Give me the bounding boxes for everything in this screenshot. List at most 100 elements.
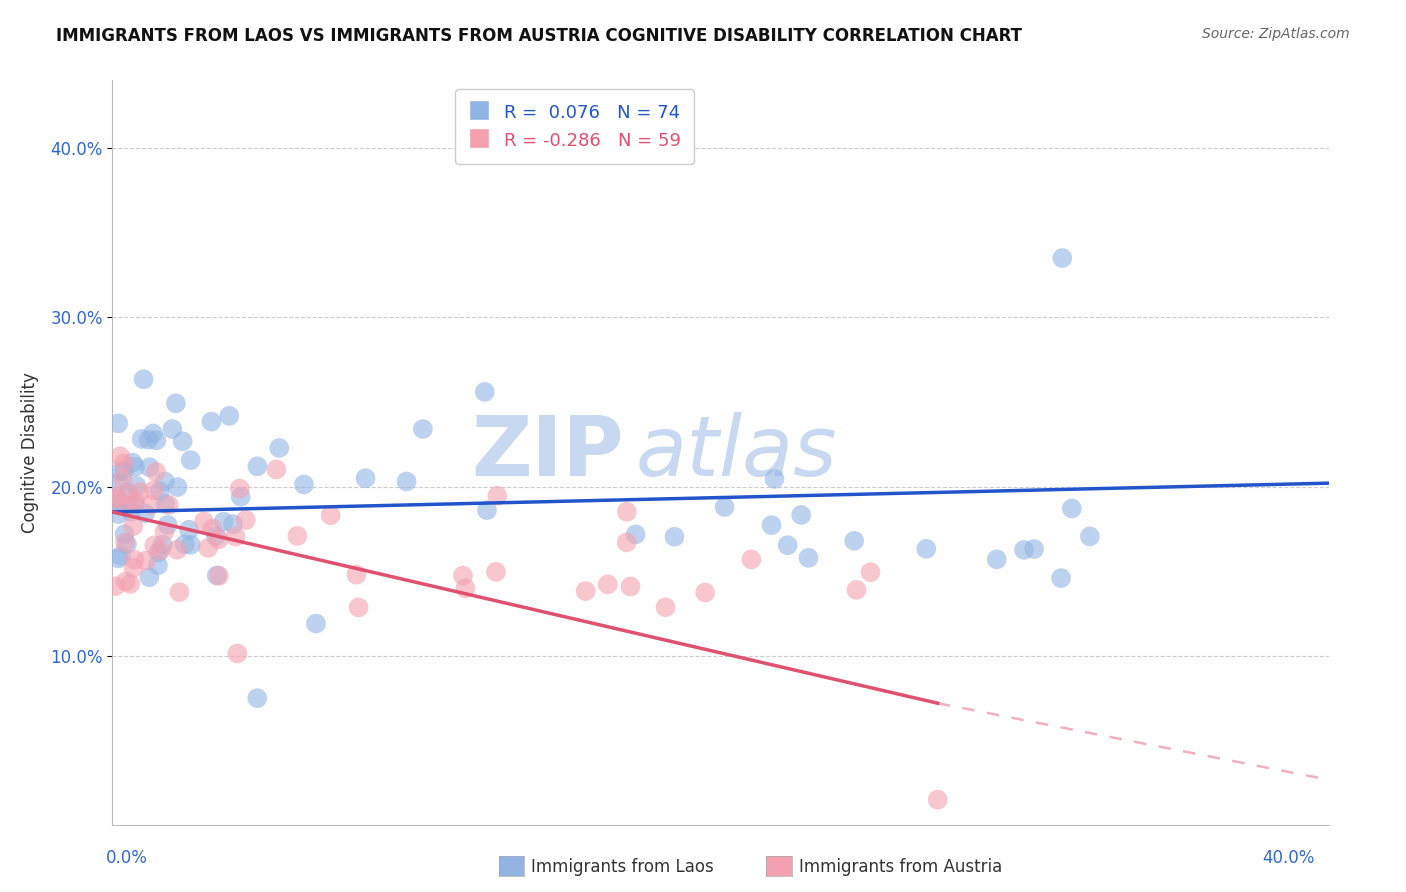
Point: [166, 480, 188, 494]
Point: [1052, 251, 1074, 265]
Point: [112, 456, 135, 470]
Point: [155, 497, 177, 511]
Point: [285, 529, 308, 543]
Text: 40.0%: 40.0%: [1263, 848, 1315, 866]
Point: [619, 579, 641, 593]
Point: [776, 538, 799, 552]
Point: [107, 417, 129, 431]
Point: [124, 497, 146, 511]
Point: [797, 550, 820, 565]
Point: [319, 508, 342, 523]
Point: [208, 568, 231, 582]
Point: [118, 499, 141, 513]
Point: [664, 530, 686, 544]
Point: [761, 518, 783, 533]
Point: [124, 493, 146, 508]
Point: [616, 505, 638, 519]
Text: IMMIGRANTS FROM LAOS VS IMMIGRANTS FROM AUSTRIA COGNITIVE DISABILITY CORRELATION: IMMIGRANTS FROM LAOS VS IMMIGRANTS FROM …: [56, 27, 1022, 45]
Point: [180, 538, 202, 552]
Point: [740, 552, 762, 566]
Point: [152, 538, 174, 552]
Point: [172, 434, 194, 449]
Point: [269, 441, 291, 455]
Point: [486, 489, 509, 503]
Point: [395, 475, 418, 489]
Point: [131, 432, 153, 446]
Point: [859, 565, 882, 579]
Point: [292, 477, 315, 491]
Point: [347, 600, 370, 615]
Point: [205, 529, 228, 543]
Point: [114, 527, 136, 541]
Point: [124, 459, 146, 474]
Point: [146, 558, 169, 573]
Point: [654, 600, 676, 615]
Point: [1060, 501, 1083, 516]
Point: [156, 518, 179, 533]
Point: [138, 433, 160, 447]
Point: [229, 490, 252, 504]
Point: [122, 519, 145, 533]
Point: [135, 553, 157, 567]
Point: [763, 472, 786, 486]
Point: [197, 541, 219, 555]
Point: [226, 647, 249, 661]
Point: [117, 485, 139, 500]
Point: [845, 582, 868, 597]
Point: [596, 577, 619, 591]
Point: [105, 490, 128, 504]
Point: [165, 396, 187, 410]
Point: [1078, 529, 1101, 543]
Point: [128, 484, 150, 499]
Point: [107, 497, 129, 511]
Point: [104, 491, 127, 506]
Point: [139, 498, 162, 512]
Point: [193, 515, 215, 529]
Text: Immigrants from Austria: Immigrants from Austria: [799, 858, 1002, 876]
Point: [246, 691, 269, 706]
Point: [122, 561, 145, 575]
Point: [454, 582, 477, 596]
Point: [138, 460, 160, 475]
Point: [112, 464, 135, 478]
Point: [222, 517, 245, 532]
Point: [713, 500, 735, 514]
Point: [138, 570, 160, 584]
Point: [117, 487, 139, 501]
Point: [104, 579, 127, 593]
Point: [218, 409, 240, 423]
Text: Source: ZipAtlas.com: Source: ZipAtlas.com: [1202, 27, 1350, 41]
Point: [153, 524, 176, 539]
Point: [624, 527, 647, 541]
Point: [124, 552, 146, 566]
Point: [266, 462, 288, 476]
Point: [200, 415, 222, 429]
Point: [142, 426, 165, 441]
Point: [110, 465, 132, 479]
Point: [790, 508, 813, 522]
Point: [145, 465, 167, 479]
Point: [485, 565, 508, 579]
Point: [1022, 541, 1045, 556]
Point: [134, 506, 156, 520]
Text: 0.0%: 0.0%: [105, 848, 148, 866]
Point: [986, 552, 1008, 566]
Point: [180, 453, 202, 467]
Point: [346, 567, 368, 582]
Point: [153, 475, 176, 489]
Point: [212, 515, 235, 529]
Point: [844, 533, 866, 548]
Point: [120, 505, 142, 519]
Point: [115, 537, 138, 551]
Point: [111, 472, 134, 486]
Point: [225, 530, 247, 544]
Point: [169, 585, 191, 599]
Point: [177, 523, 200, 537]
Point: [235, 513, 257, 527]
Point: [354, 471, 377, 485]
Point: [114, 574, 136, 589]
Point: [107, 551, 129, 566]
Point: [142, 483, 165, 498]
Point: [107, 493, 129, 508]
Point: [110, 549, 132, 563]
